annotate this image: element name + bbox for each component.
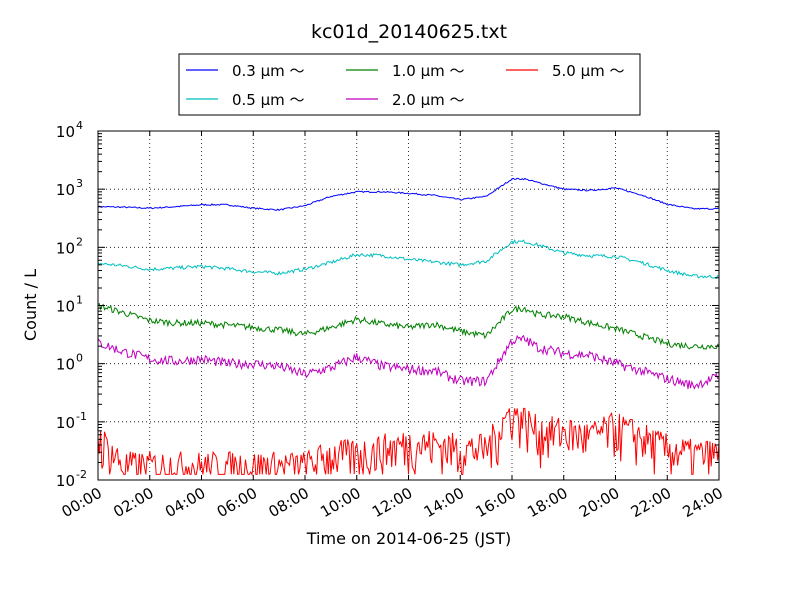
y-tick-exponent: 4 [76,119,83,132]
x-tick-label: 08:00 [266,484,312,521]
y-tick-label: 10 [56,181,75,199]
y-tick-label: 10 [56,414,75,432]
legend-box [178,53,641,116]
legend-label: 2.0 μm ～ [392,91,465,109]
y-tick-label: 10 [56,298,75,316]
legend-label: 0.5 μm ～ [232,91,305,109]
y-tick-label: 10 [56,356,75,374]
series-line [97,177,719,212]
y-tick-exponent: 1 [76,294,83,307]
x-tick-label: 18:00 [524,484,570,521]
x-tick-label: 12:00 [369,484,415,521]
series-line [97,238,720,280]
plot-area [97,131,720,480]
series-line [97,302,720,350]
y-tick-label: 10 [56,239,75,257]
x-tick-label: 06:00 [214,484,260,521]
legend: 0.3 μm ～ 0.5 μm ～ 1.0 μm ～ 2.0 μm ～ 5.0 μm ～ [178,53,641,116]
legend-label: 0.3 μm ～ [232,62,305,80]
x-tick-label: 10:00 [317,484,363,521]
x-tick-label: 04:00 [162,484,208,521]
x-tick-label: 16:00 [473,484,519,521]
series-line [97,334,720,390]
x-tick-label: 22:00 [628,484,674,521]
series-line [97,407,720,477]
x-axis-label: Time on 2014-06-25 (JST) [306,529,511,548]
y-tick-exponent: 0 [76,352,83,365]
legend-label: 1.0 μm ～ [392,62,465,80]
y-tick-label: 10 [56,472,75,490]
legend-label: 5.0 μm ～ [552,62,625,80]
y-tick-label: 10 [56,123,75,141]
y-tick-exponent: 3 [76,177,83,190]
y-tick-exponent: 2 [76,235,83,248]
y-tick-exponent: -1 [76,410,87,423]
x-tick-label: 20:00 [576,484,622,521]
x-tick-label: 24:00 [680,484,726,521]
x-tick-label: 02:00 [110,484,156,521]
x-tick-label: 14:00 [421,484,467,521]
y-axis-label: Count / L [21,269,40,341]
chart-title: kc01d_20140625.txt [311,21,507,43]
y-tick-exponent: -2 [76,468,87,481]
